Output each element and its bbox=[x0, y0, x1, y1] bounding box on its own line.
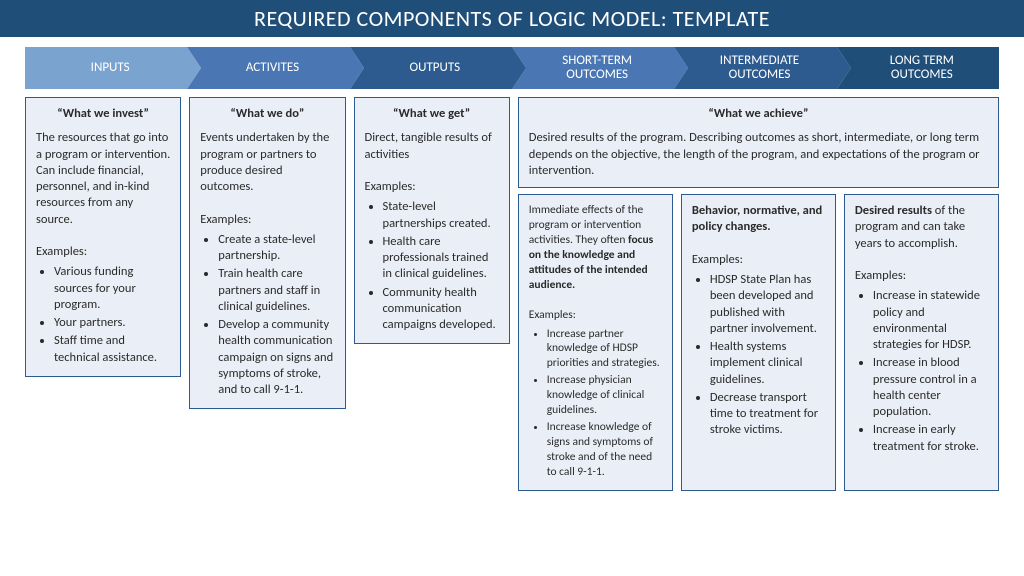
short-ex: Examples: bbox=[529, 308, 662, 323]
list-item: Increase knowledge of signs and symptoms… bbox=[547, 420, 662, 480]
content-grid: “What we invest” The resources that go i… bbox=[25, 97, 999, 491]
outputs-ex: Examples: bbox=[365, 179, 499, 195]
list-item: Decrease transport time to treatment for… bbox=[710, 390, 825, 439]
col-activities: “What we do” Events undertaken by the pr… bbox=[189, 97, 345, 491]
outputs-desc: Direct, tangible results of activities bbox=[365, 130, 499, 163]
box-outputs: “What we get” Direct, tangible results o… bbox=[354, 97, 510, 344]
inter-bold: Behavior, normative, and policy changes. bbox=[692, 203, 822, 234]
col-outputs: “What we get” Direct, tangible results o… bbox=[354, 97, 510, 491]
outputs-list: State-level partnerships created.Health … bbox=[383, 199, 499, 333]
list-item: Staff time and technical assistance. bbox=[54, 333, 170, 366]
list-item: State-level partnerships created. bbox=[383, 199, 499, 232]
inter-ex: Examples: bbox=[692, 252, 825, 268]
list-item: Various funding sources for your program… bbox=[54, 264, 170, 313]
box-short: Immediate effects of the program or inte… bbox=[518, 194, 673, 491]
arrow-3: SHORT-TERM OUTCOMES bbox=[512, 47, 674, 89]
box-activities: “What we do” Events undertaken by the pr… bbox=[189, 97, 345, 409]
arrow-row: INPUTSACTIVITESOUTPUTSSHORT-TERM OUTCOME… bbox=[25, 47, 999, 89]
list-item: Develop a community health communication… bbox=[218, 317, 334, 398]
short-lead: Immediate effects of the program or inte… bbox=[529, 203, 644, 247]
col-inputs: “What we invest” The resources that go i… bbox=[25, 97, 181, 491]
inter-list: HDSP State Plan has been developed and p… bbox=[710, 272, 825, 439]
activities-list: Create a state-level partnership.Train h… bbox=[218, 232, 334, 399]
achieve-desc: Desired results of the program. Describi… bbox=[529, 130, 988, 179]
page-title: REQUIRED COMPONENTS OF LOGIC MODEL: TEMP… bbox=[0, 0, 1024, 37]
col-outcomes: “What we achieve” Desired results of the… bbox=[518, 97, 999, 491]
short-list: Increase partner knowledge of HDSP prior… bbox=[547, 327, 662, 480]
long-ex: Examples: bbox=[855, 268, 988, 284]
inputs-list: Various funding sources for your program… bbox=[54, 264, 170, 366]
box-intermediate: Behavior, normative, and policy changes.… bbox=[681, 194, 836, 491]
inputs-title: “What we invest” bbox=[36, 106, 170, 122]
inputs-ex: Examples: bbox=[36, 244, 170, 260]
list-item: Increase in blood pressure control in a … bbox=[873, 355, 988, 420]
long-bold: Desired results bbox=[855, 203, 932, 218]
arrow-0: INPUTS bbox=[25, 47, 187, 89]
box-long: Desired results of the program and can t… bbox=[844, 194, 999, 491]
list-item: HDSP State Plan has been developed and p… bbox=[710, 272, 825, 337]
arrow-1: ACTIVITES bbox=[187, 47, 349, 89]
inputs-desc: The resources that go into a program or … bbox=[36, 130, 170, 228]
activities-title: “What we do” bbox=[200, 106, 334, 122]
arrow-2: OUTPUTS bbox=[350, 47, 512, 89]
achieve-title: “What we achieve” bbox=[529, 106, 988, 122]
outcomes-row: Immediate effects of the program or inte… bbox=[518, 194, 999, 491]
list-item: Train health care partners and staff in … bbox=[218, 266, 334, 315]
list-item: Increase in statewide policy and environ… bbox=[873, 288, 988, 353]
arrow-5: LONG TERM OUTCOMES bbox=[837, 47, 999, 89]
list-item: Create a state-level partnership. bbox=[218, 232, 334, 265]
list-item: Community health communication campaigns… bbox=[383, 285, 499, 334]
activities-ex: Examples: bbox=[200, 212, 334, 228]
list-item: Health systems implement clinical guidel… bbox=[710, 339, 825, 388]
list-item: Increase in early treatment for stroke. bbox=[873, 422, 988, 455]
box-inputs: “What we invest” The resources that go i… bbox=[25, 97, 181, 377]
list-item: Increase partner knowledge of HDSP prior… bbox=[547, 327, 662, 372]
activities-desc: Events undertaken by the program or part… bbox=[200, 130, 334, 195]
list-item: Your partners. bbox=[54, 315, 170, 331]
arrow-4: INTERMEDIATE OUTCOMES bbox=[674, 47, 836, 89]
box-achieve: “What we achieve” Desired results of the… bbox=[518, 97, 999, 188]
list-item: Increase physician knowledge of clinical… bbox=[547, 373, 662, 418]
list-item: Health care professionals trained in cli… bbox=[383, 234, 499, 283]
long-list: Increase in statewide policy and environ… bbox=[873, 288, 988, 455]
outputs-title: “What we get” bbox=[365, 106, 499, 122]
